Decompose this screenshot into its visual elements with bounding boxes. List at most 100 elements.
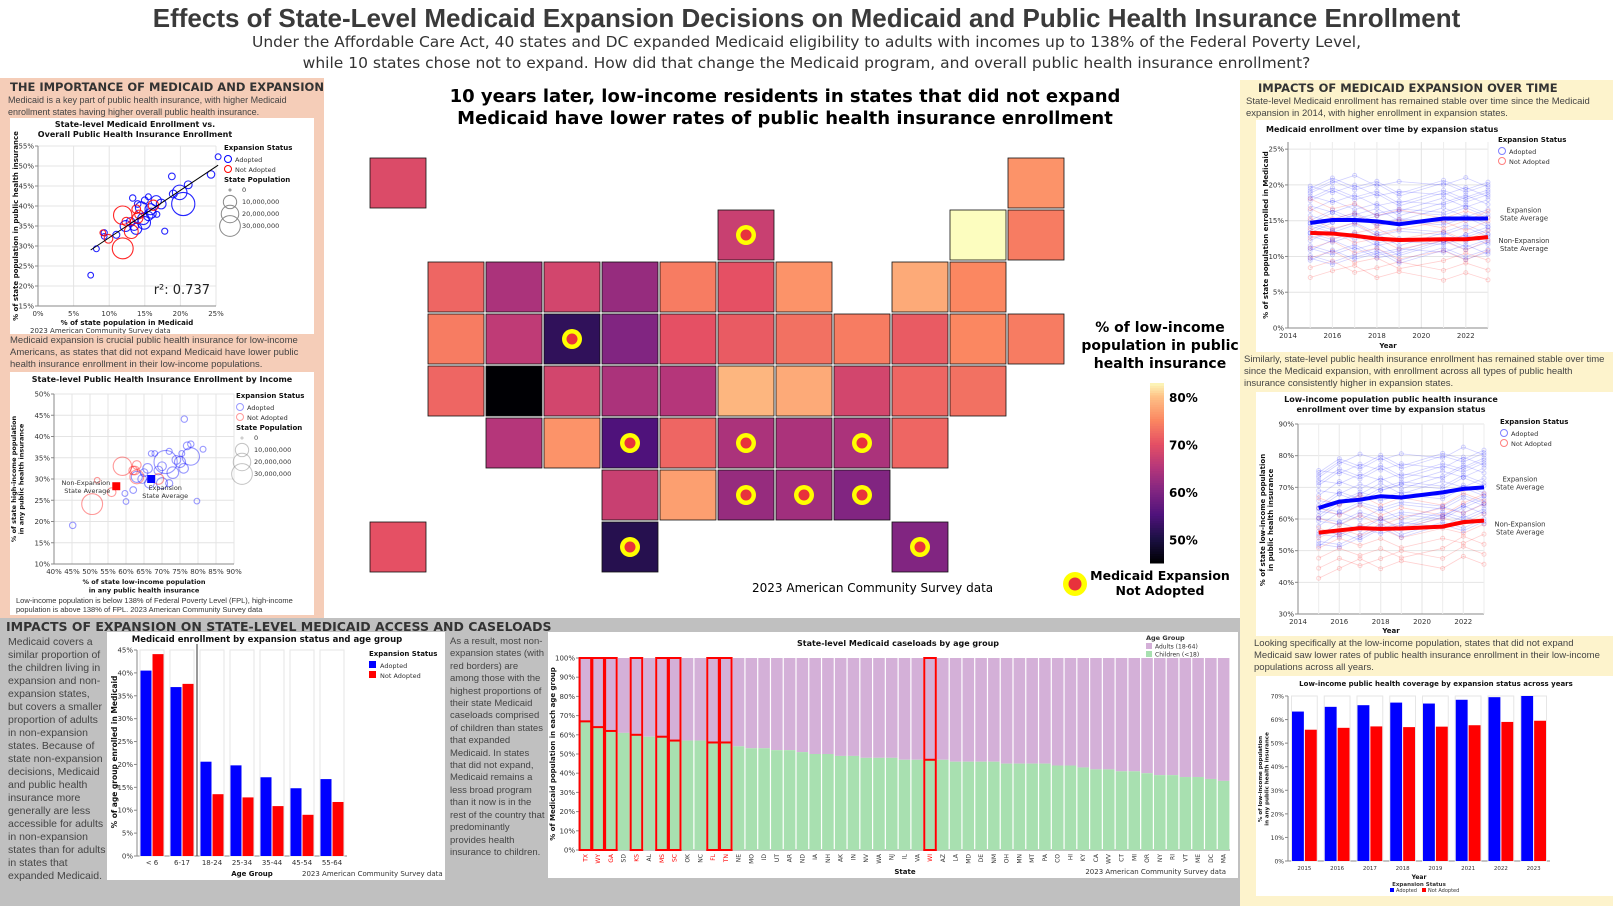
state-point	[1374, 183, 1380, 189]
state-point	[1485, 184, 1491, 190]
state-region[interactable]	[601, 469, 659, 521]
bar-children	[796, 752, 809, 850]
chart-card: 15% 20% 25% 30% 35% 40% 45% 50% 55% 0% 5% 10% 15% 20%…	[10, 118, 314, 334]
colorbar-segment	[1150, 508, 1164, 512]
state-region[interactable]	[485, 313, 543, 365]
state-point	[1307, 227, 1313, 233]
state-region[interactable]	[891, 365, 949, 417]
data-point	[147, 450, 155, 457]
state-region[interactable]	[659, 261, 717, 313]
state-region[interactable]	[1007, 313, 1065, 365]
x-tick-label: 2016	[1330, 618, 1348, 626]
state-region[interactable]	[485, 365, 543, 417]
state-region[interactable]	[775, 417, 833, 469]
state-region[interactable]	[1007, 209, 1065, 261]
bar-adults	[1064, 658, 1077, 766]
state-region[interactable]	[427, 365, 485, 417]
state-point	[1378, 516, 1384, 522]
state-region[interactable]	[717, 313, 775, 365]
data-point	[131, 204, 142, 215]
state-point	[1481, 462, 1487, 468]
state-point	[1336, 532, 1342, 538]
state-point	[1316, 535, 1322, 541]
bar	[1357, 705, 1370, 861]
state-region[interactable]	[833, 313, 891, 365]
state-region[interactable]	[543, 365, 601, 417]
bar-adults	[1217, 658, 1230, 781]
bar-children	[1205, 778, 1217, 850]
state-region[interactable]	[1007, 157, 1065, 209]
state-region[interactable]	[543, 261, 601, 313]
state-region[interactable]	[775, 261, 833, 313]
state-region[interactable]	[891, 313, 949, 365]
line-medicaid-over-time: 0% 5% 10% 15% 20% 25% 2014 2016 2018 2020 2022 Expa…	[1262, 125, 1566, 350]
state-point	[1307, 203, 1313, 209]
state-region[interactable]	[949, 209, 1007, 261]
state-region[interactable]	[427, 261, 485, 313]
legend-label: Adopted	[235, 156, 262, 164]
state-line	[1318, 515, 1485, 547]
state-region[interactable]	[601, 261, 659, 313]
state-region[interactable]	[775, 313, 833, 365]
state-region[interactable]	[485, 261, 543, 313]
y-tick-label: 60%	[559, 731, 575, 739]
state-region[interactable]	[485, 417, 543, 469]
state-region[interactable]	[717, 365, 775, 417]
colorbar-segment	[1150, 385, 1164, 389]
state-point	[1440, 483, 1446, 489]
state-point	[1336, 461, 1342, 467]
bar-children	[758, 748, 770, 850]
state-region[interactable]	[427, 313, 485, 365]
state-region[interactable]	[659, 469, 717, 521]
state-region[interactable]	[659, 313, 717, 365]
state-region[interactable]	[891, 417, 949, 469]
y-tick-label: 40%	[1271, 764, 1285, 771]
state-point	[1329, 178, 1335, 184]
state-point	[1441, 195, 1447, 201]
state-point	[1357, 502, 1363, 508]
state-point	[1441, 230, 1447, 236]
y-tick-label: 70%	[559, 712, 575, 720]
chart-title: Low-income population public health insu…	[1284, 395, 1498, 404]
state-region[interactable]	[601, 313, 659, 365]
state-region[interactable]	[833, 365, 891, 417]
state-region[interactable]	[601, 365, 659, 417]
bar-children	[707, 742, 719, 850]
legend-label: 20,000,000	[242, 210, 279, 218]
state-region[interactable]	[949, 365, 1007, 417]
state-region[interactable]	[543, 417, 601, 469]
bar-children	[1115, 771, 1128, 850]
state-point	[1336, 471, 1342, 477]
state-region[interactable]	[891, 261, 949, 313]
colorbar-segment	[1150, 503, 1164, 507]
state-point	[1440, 503, 1446, 509]
legend-symbol	[224, 165, 232, 173]
x-tick-label: 60%	[118, 568, 134, 576]
x-tick-label: 2018	[1372, 618, 1390, 626]
state-region[interactable]	[659, 417, 717, 469]
state-region[interactable]	[775, 365, 833, 417]
y-tick-label: 20%	[1268, 181, 1284, 189]
state-region[interactable]	[949, 313, 1007, 365]
state-region[interactable]	[949, 261, 1007, 313]
category-label: 2023	[1527, 866, 1541, 872]
legend-size-symbol	[222, 194, 238, 210]
state-point	[1307, 255, 1313, 261]
state-region[interactable]	[659, 365, 717, 417]
state-point	[1441, 177, 1447, 183]
colorbar-segment	[1150, 532, 1164, 536]
state-point	[1481, 561, 1487, 567]
state-line	[1318, 452, 1485, 476]
average-label: State Average	[142, 492, 188, 500]
state-region[interactable]	[717, 261, 775, 313]
state-region[interactable]	[369, 157, 427, 209]
colorbar-segment	[1150, 544, 1164, 547]
state-point	[1460, 533, 1466, 539]
state-point	[1316, 498, 1322, 504]
state-point	[1485, 224, 1491, 230]
legend-label: 30,000,000	[254, 470, 291, 478]
state-point	[1329, 187, 1335, 193]
state-point	[1357, 512, 1363, 518]
colorbar-segment	[1150, 522, 1164, 526]
state-region[interactable]	[369, 521, 427, 573]
